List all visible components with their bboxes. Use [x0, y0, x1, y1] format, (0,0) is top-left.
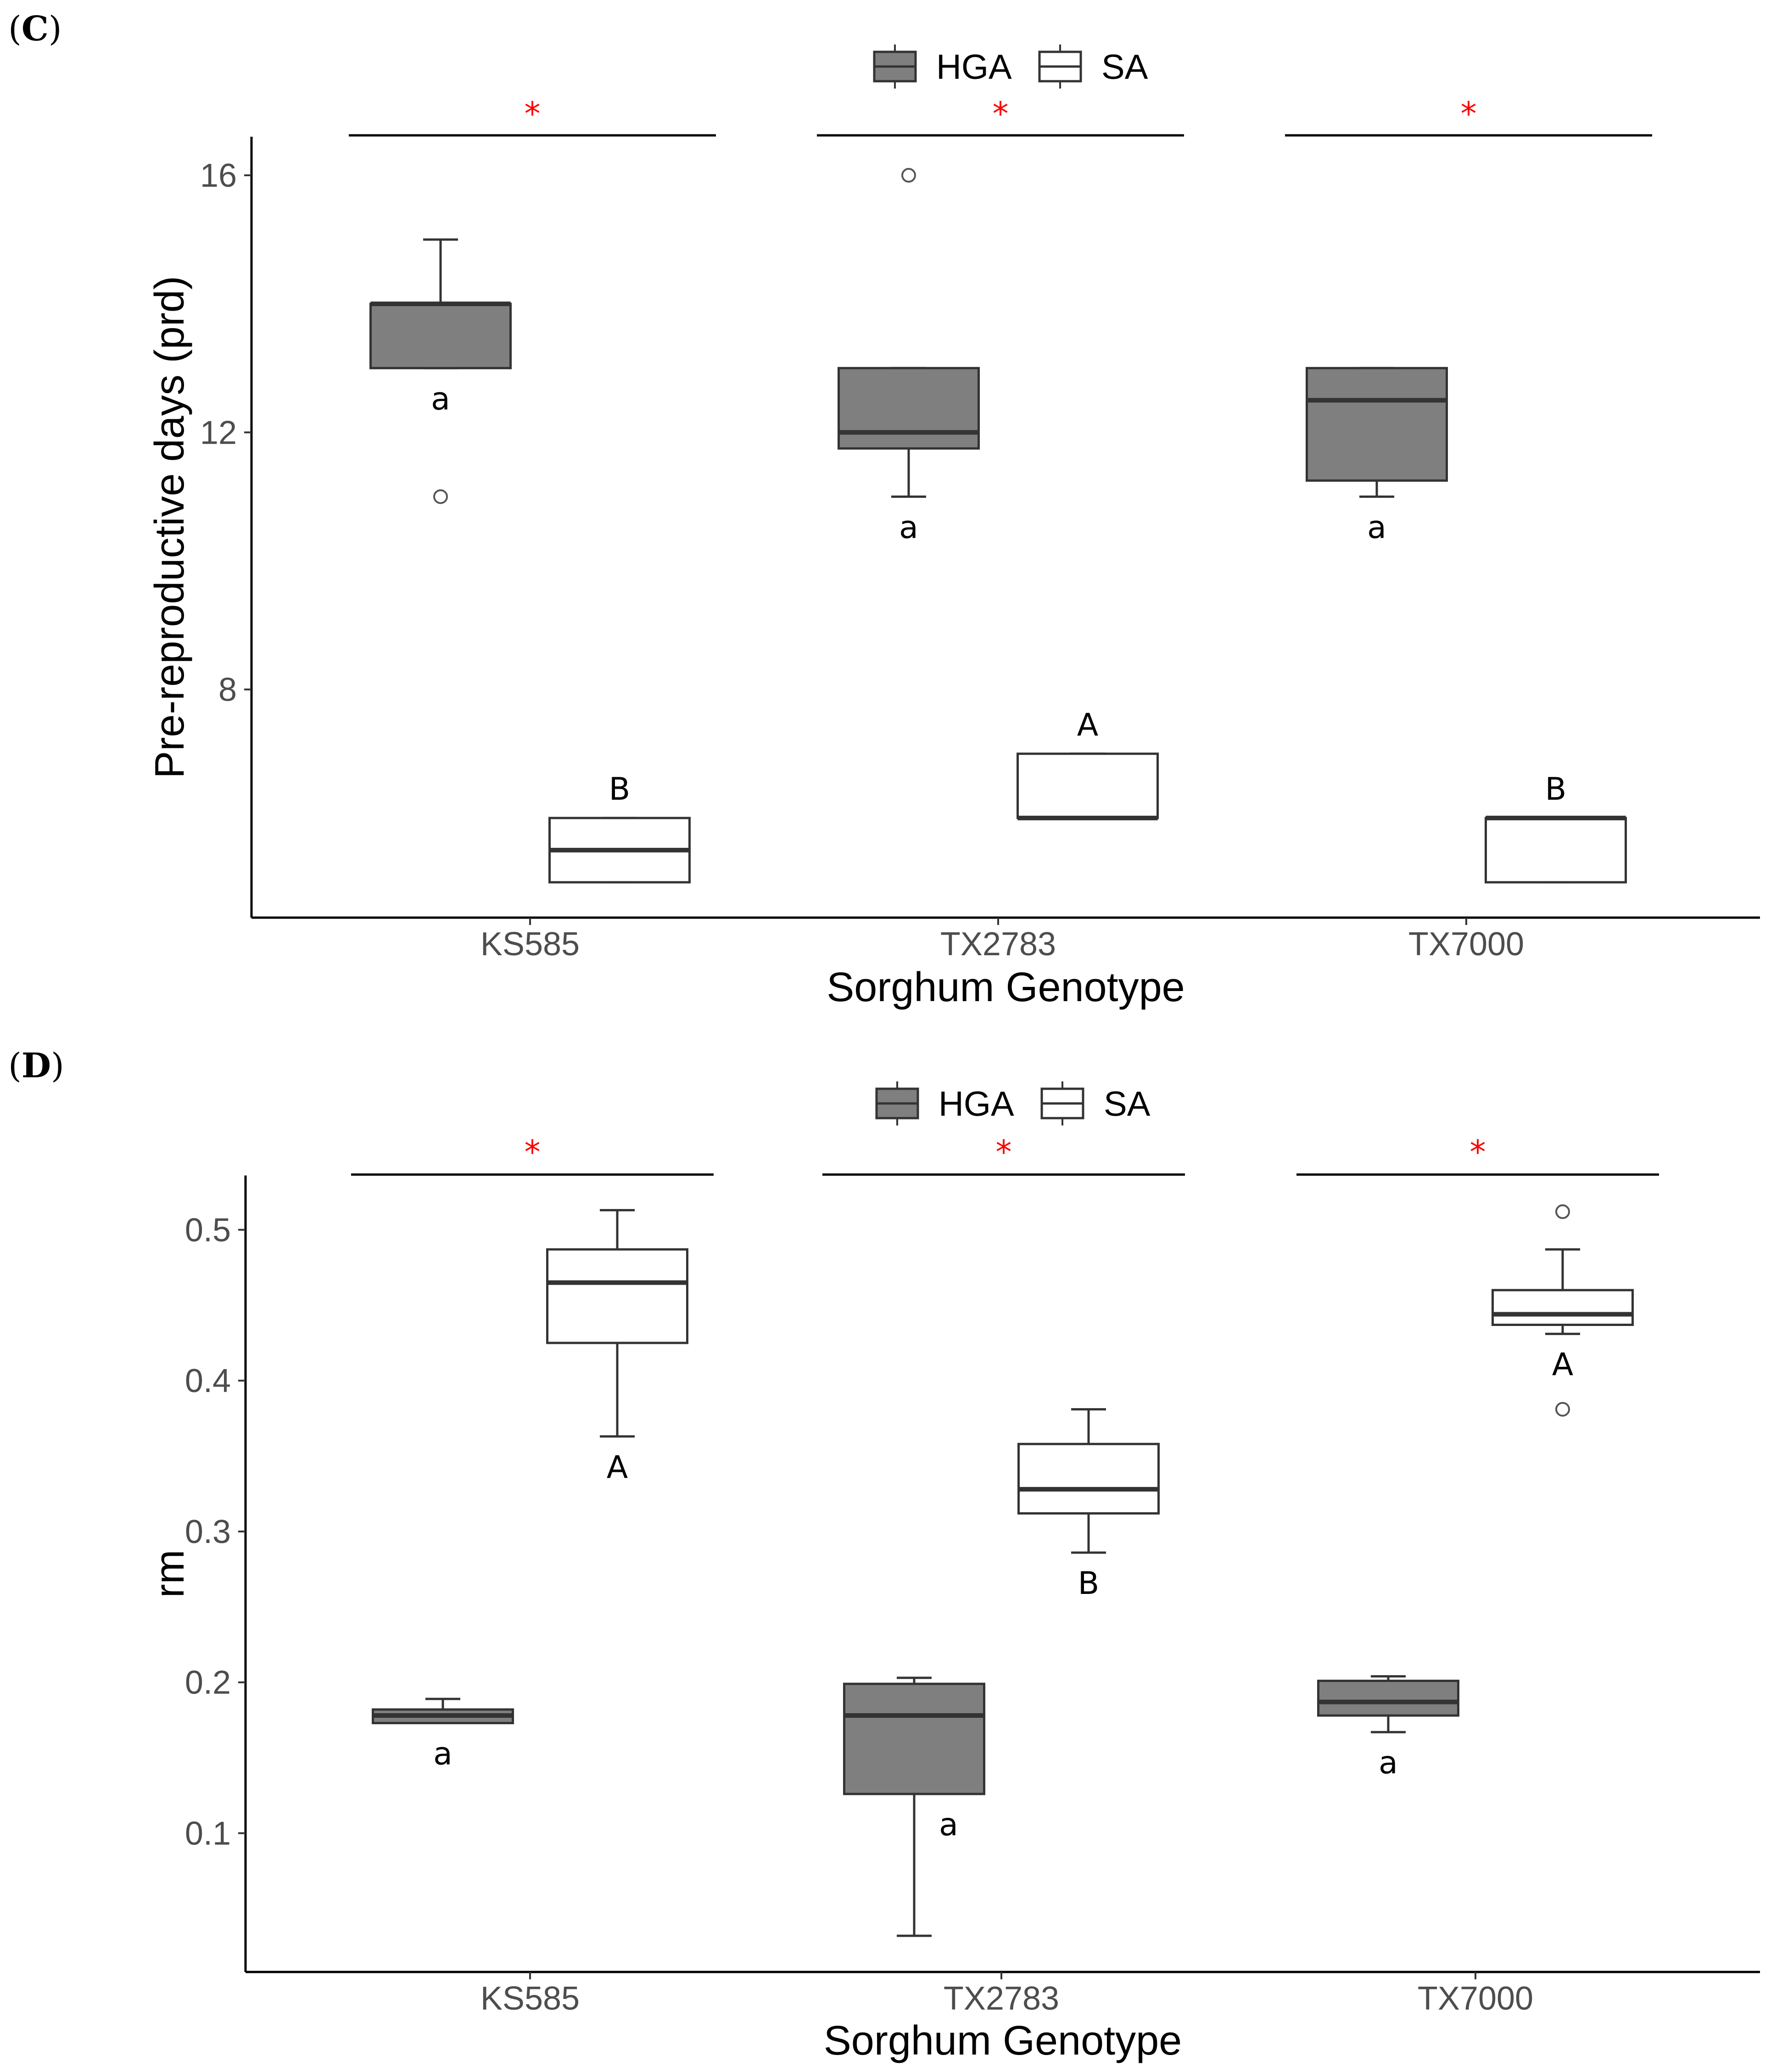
y-tick-label: 16: [200, 157, 237, 194]
box-hga-tx2783: a: [838, 168, 980, 546]
y-tick-label: 0.5: [185, 1212, 231, 1248]
box-iqr: [1492, 1289, 1634, 1326]
y-tick-label: 0.2: [185, 1665, 231, 1701]
y-tick-label: 12: [200, 414, 237, 451]
legend-swatch-sa: [1040, 1081, 1084, 1125]
y-tick-label: 8: [218, 672, 237, 708]
outlier-point: [433, 489, 448, 504]
legend-swatch-hga: [873, 45, 917, 89]
x-axis-title: Sorghum Genotype: [827, 964, 1184, 1010]
panel-label-d: (D): [8, 1046, 64, 1086]
box-hga-ks585: a: [372, 1698, 514, 1772]
legend-label-sa: SA: [1101, 48, 1148, 87]
box-iqr: [838, 367, 980, 450]
group-letter: a: [1367, 509, 1386, 546]
box-iqr: [1485, 817, 1627, 884]
box-iqr: [1017, 1443, 1160, 1515]
significance-star: *: [996, 1133, 1012, 1171]
x-tick-label: KS585: [480, 1980, 580, 2017]
box-sa-ks585: A: [546, 1209, 688, 1486]
box-iqr: [1306, 367, 1448, 482]
group-letter: B: [609, 771, 631, 808]
panel-c: (C) 8 12 16 KS585 TX2783 TX7000 Sorghum Genoty…: [8, 9, 1760, 1010]
y-axis-title: rm: [147, 1550, 193, 1598]
outlier-point: [901, 168, 916, 183]
group-letter: A: [1077, 707, 1099, 743]
group-letter: a: [939, 1807, 958, 1843]
legend-label-hga: HGA: [936, 48, 1012, 87]
group-letter: a: [899, 509, 918, 546]
box-iqr: [369, 302, 512, 369]
panel-label-c: (C): [8, 9, 62, 49]
box-hga-ks585: a: [369, 238, 512, 504]
group-letter: A: [607, 1449, 628, 1486]
box-sa-ks585: B: [548, 771, 691, 884]
group-letter: A: [1552, 1347, 1574, 1383]
x-tick-label: TX7000: [1408, 926, 1524, 963]
y-tick-label: 0.4: [185, 1363, 231, 1399]
legend-label-sa: SA: [1104, 1085, 1151, 1124]
box-sa-tx2783: B: [1017, 1408, 1160, 1602]
box-sa-tx7000: A: [1492, 1204, 1634, 1417]
x-axis-title: Sorghum Genotype: [824, 2018, 1182, 2064]
box-iqr: [1017, 752, 1159, 819]
box-sa-tx2783: A: [1017, 707, 1159, 820]
box-iqr: [843, 1682, 985, 1795]
group-letter: a: [1379, 1745, 1398, 1781]
significance-star: *: [993, 95, 1009, 133]
group-letter: B: [1078, 1565, 1100, 1602]
box-sa-tx7000: B: [1485, 771, 1627, 884]
significance-star: *: [1461, 95, 1477, 133]
y-tick-label: 0.3: [185, 1514, 231, 1550]
box-hga-tx2783: a: [843, 1677, 985, 1937]
group-letter: a: [433, 1736, 453, 1772]
x-tick-label: KS585: [480, 926, 580, 963]
significance-star: *: [1470, 1133, 1486, 1171]
significance-star: *: [525, 95, 541, 133]
group-letter: B: [1545, 771, 1567, 808]
legend-label-hga: HGA: [939, 1085, 1014, 1124]
outlier-point: [1555, 1204, 1570, 1219]
x-tick-label: TX2783: [944, 1980, 1059, 2017]
outlier-point: [1555, 1402, 1570, 1417]
panel-d: (D) 0.1 0.2 0.3 0.4 0.5 KS585 TX2783 TX7000 Sorg…: [8, 1046, 1760, 2064]
significance-star: *: [525, 1133, 541, 1171]
legend-swatch-hga: [875, 1081, 919, 1125]
box-hga-tx7000: a: [1317, 1675, 1459, 1781]
x-tick-label: TX2783: [940, 926, 1056, 963]
legend-swatch-sa: [1038, 45, 1082, 89]
group-letter: a: [431, 381, 450, 417]
box-iqr: [546, 1248, 688, 1344]
y-tick-label: 0.1: [185, 1816, 231, 1852]
box-iqr: [1317, 1679, 1459, 1717]
box-hga-tx7000: a: [1306, 367, 1448, 546]
y-axis-title: Pre-reproductive days (prd): [147, 276, 193, 778]
x-tick-label: TX7000: [1418, 1980, 1533, 2017]
